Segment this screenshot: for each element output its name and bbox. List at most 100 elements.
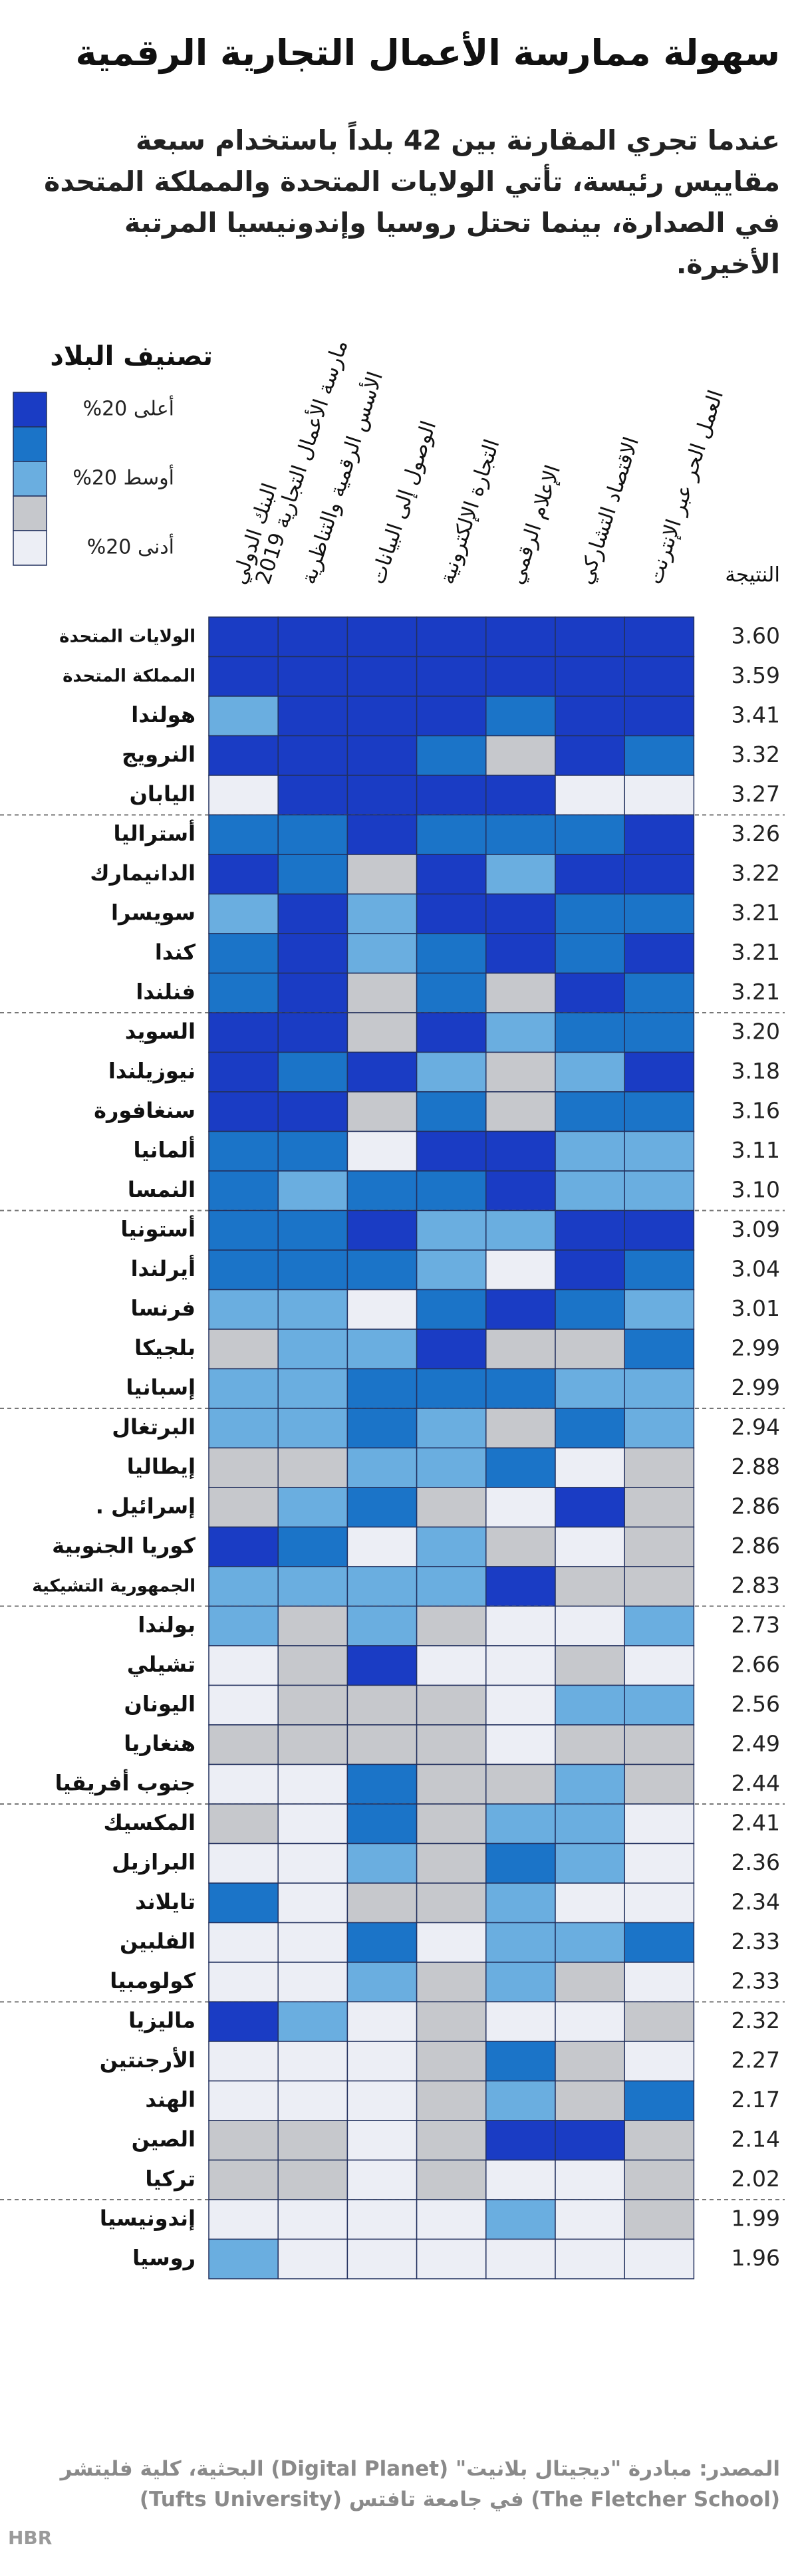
cell — [555, 1447, 625, 1488]
cell — [208, 1566, 279, 1607]
cell — [208, 1289, 279, 1330]
source: المصدر: مبادرة "ديجيتال بلانيت" (Digital… — [60, 2457, 780, 2512]
cell — [624, 1882, 695, 1924]
cell — [485, 2080, 556, 2121]
cell — [277, 1962, 348, 2003]
cell — [555, 1724, 625, 1765]
country-name: الأرجنتين — [100, 2047, 196, 2073]
country-name: البرازيل — [112, 1849, 196, 1874]
cell — [555, 1605, 625, 1646]
country-name: الولايات المتحدة — [59, 626, 196, 646]
cell — [277, 1408, 348, 1449]
cell — [416, 1091, 487, 1132]
country-name: تشيلي — [127, 1652, 196, 1677]
cell — [485, 1882, 556, 1924]
cell — [416, 1210, 487, 1251]
cell — [555, 1645, 625, 1686]
cell — [416, 1526, 487, 1567]
cell — [416, 933, 487, 974]
cell — [416, 616, 487, 658]
legend-swatch — [13, 495, 47, 531]
cell — [277, 696, 348, 737]
cell — [277, 616, 348, 658]
cell — [416, 814, 487, 855]
country-name: هنغاريا — [124, 1731, 196, 1756]
cell — [555, 1012, 625, 1053]
cell — [208, 1408, 279, 1449]
cell — [416, 1012, 487, 1053]
cell — [346, 616, 418, 658]
country-name: الجمهورية التشيكية — [32, 1576, 196, 1596]
cell — [555, 1962, 625, 2003]
cell — [416, 735, 487, 776]
cell — [555, 1408, 625, 1449]
cell — [624, 1091, 695, 1132]
cell — [555, 1289, 625, 1330]
cell — [555, 933, 625, 974]
cell — [624, 1210, 695, 1251]
cell — [624, 1289, 695, 1330]
cell — [624, 1526, 695, 1567]
country-name: تركيا — [145, 2166, 196, 2191]
country-name: اليونان — [124, 1691, 196, 1716]
cell — [208, 814, 279, 855]
cell — [346, 1408, 418, 1449]
score: 3.59 — [732, 662, 780, 688]
cell — [555, 1922, 625, 1963]
cell — [485, 1487, 556, 1528]
cell — [416, 1170, 487, 1212]
cell — [277, 1684, 348, 1726]
cell — [624, 1329, 695, 1370]
cell — [346, 1843, 418, 1884]
country-name: روسيا — [132, 2245, 196, 2270]
cell — [416, 2041, 487, 2082]
cell — [416, 775, 487, 816]
cell — [208, 1724, 279, 1765]
cell — [416, 1408, 487, 1449]
country-name: السويد — [125, 1019, 196, 1044]
cell — [416, 1843, 487, 1884]
legend-swatch — [13, 461, 47, 497]
cell — [208, 1210, 279, 1251]
score: 3.01 — [732, 1295, 780, 1321]
country-name: الفلبين — [120, 1928, 196, 1954]
cell — [346, 1210, 418, 1251]
cell — [555, 775, 625, 816]
country-name: أستراليا — [114, 819, 196, 846]
cell — [485, 933, 556, 974]
cell — [416, 1289, 487, 1330]
cell — [346, 1962, 418, 2003]
cell — [555, 616, 625, 658]
cell — [208, 1843, 279, 1884]
cell — [555, 1249, 625, 1291]
country-name: هولندا — [131, 702, 196, 727]
score: 3.04 — [732, 1255, 780, 1281]
cell — [624, 1012, 695, 1053]
score: 2.49 — [732, 1730, 780, 1756]
cell — [555, 2041, 625, 2082]
cell — [277, 1763, 348, 1805]
cell — [624, 933, 695, 974]
cell — [277, 1843, 348, 1884]
cell — [277, 972, 348, 1013]
cell — [416, 2120, 487, 2161]
cell — [208, 1962, 279, 2003]
legend-label: أوسط 20% — [72, 464, 174, 490]
cell — [416, 1447, 487, 1488]
cell — [208, 854, 279, 895]
country-name: النرويج — [122, 741, 196, 767]
cell — [555, 1210, 625, 1251]
cell — [416, 2238, 487, 2279]
cell — [208, 1882, 279, 1924]
cell — [208, 1526, 279, 1567]
cell — [624, 1130, 695, 1172]
cell — [208, 1170, 279, 1212]
cell — [346, 1763, 418, 1805]
cell — [555, 1170, 625, 1212]
cell — [208, 775, 279, 816]
cell — [277, 1051, 348, 1093]
cell — [208, 696, 279, 737]
score: 2.83 — [732, 1572, 780, 1598]
country-name: فرنسا — [131, 1295, 196, 1321]
cell — [416, 1803, 487, 1845]
